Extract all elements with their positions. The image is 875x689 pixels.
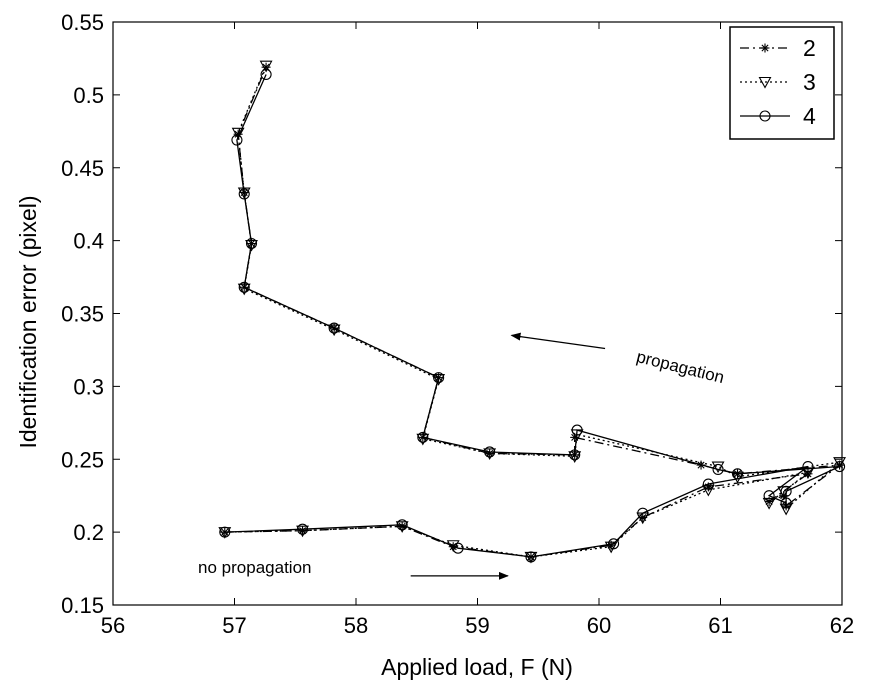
data-point	[701, 484, 715, 497]
legend-marker	[759, 110, 771, 122]
data-point	[219, 526, 231, 538]
data-point	[525, 551, 537, 563]
series-layer	[218, 60, 847, 564]
plot-frame	[112, 21, 843, 606]
legend-box	[729, 26, 835, 140]
data-point	[416, 433, 430, 446]
data-point	[780, 485, 792, 497]
data-point	[569, 449, 581, 461]
y-tick-label: 0.2	[73, 520, 104, 545]
data-point	[417, 431, 429, 443]
y-tick-label: 0.55	[61, 10, 104, 35]
data-point	[483, 448, 497, 461]
data-point	[231, 127, 245, 140]
y-tick-label: 0.15	[61, 593, 104, 618]
y-tick-label: 0.4	[73, 229, 104, 254]
legend-marker	[760, 43, 770, 53]
annotation-arrow	[510, 332, 606, 350]
data-point	[296, 525, 309, 538]
data-point	[231, 134, 243, 146]
data-point	[484, 446, 496, 458]
data-point	[296, 523, 309, 535]
legend-entry-3: 3	[740, 69, 816, 95]
data-point	[260, 68, 272, 81]
y-tick-label: 0.45	[61, 156, 104, 181]
data-point	[446, 540, 460, 552]
data-point	[328, 322, 340, 334]
data-point	[571, 424, 583, 436]
legend-entry-2: 2	[740, 35, 816, 61]
data-point	[762, 497, 776, 510]
data-point	[238, 281, 250, 293]
legend: 2 3 4	[729, 26, 835, 140]
data-point	[731, 471, 744, 484]
data-point	[433, 372, 445, 384]
y-axis-label: Identification error (pixel)	[15, 195, 41, 448]
x-tick-label: 62	[830, 613, 854, 638]
data-point	[801, 467, 815, 480]
plot-area: 56 57 58 59 60 61 62 0.15 0.2 0.25 0.3 0.35 0.4 0.45 0…	[61, 10, 854, 638]
legend-label: 3	[803, 69, 816, 95]
data-point	[259, 60, 273, 73]
data-point	[237, 187, 251, 200]
data-point	[395, 521, 409, 533]
y-tick-label: 0.5	[73, 83, 104, 108]
legend-label: 2	[803, 35, 816, 61]
data-point	[763, 490, 775, 502]
data-point	[608, 538, 620, 550]
data-point	[780, 497, 792, 509]
data-point	[802, 460, 814, 473]
y-tick-label: 0.35	[61, 302, 104, 327]
data-point	[702, 478, 714, 490]
data-point	[396, 519, 408, 531]
data-point	[711, 461, 725, 474]
series-line	[224, 74, 840, 558]
x-axis-label: Applied load, F (N)	[381, 654, 573, 680]
legend-label: 4	[803, 103, 816, 129]
x-tick-label: 57	[222, 613, 246, 638]
data-point	[779, 503, 793, 516]
data-point	[452, 542, 464, 554]
y-tick-label: 0.3	[73, 374, 104, 399]
x-tick-label: 61	[708, 613, 732, 638]
annotation: no propagation	[198, 558, 509, 580]
legend-marker	[758, 76, 772, 89]
annotation-text: no propagation	[198, 558, 311, 577]
data-point	[834, 460, 846, 473]
axis-labels: Applied load, F (N) Identification error…	[15, 195, 573, 680]
series-4	[219, 68, 846, 563]
x-tick-label: 60	[587, 613, 611, 638]
data-point	[238, 188, 250, 200]
x-tick-label: 56	[101, 613, 125, 638]
data-point	[432, 374, 446, 386]
y-tick-label: 0.25	[61, 447, 104, 472]
data-point	[731, 468, 744, 480]
data-point	[245, 237, 258, 250]
x-tick-label: 59	[465, 613, 489, 638]
x-tick-label: 58	[344, 613, 368, 638]
data-point	[637, 507, 649, 519]
legend-entry-4: 4	[740, 103, 816, 129]
data-point	[604, 541, 618, 554]
data-point	[712, 463, 724, 476]
